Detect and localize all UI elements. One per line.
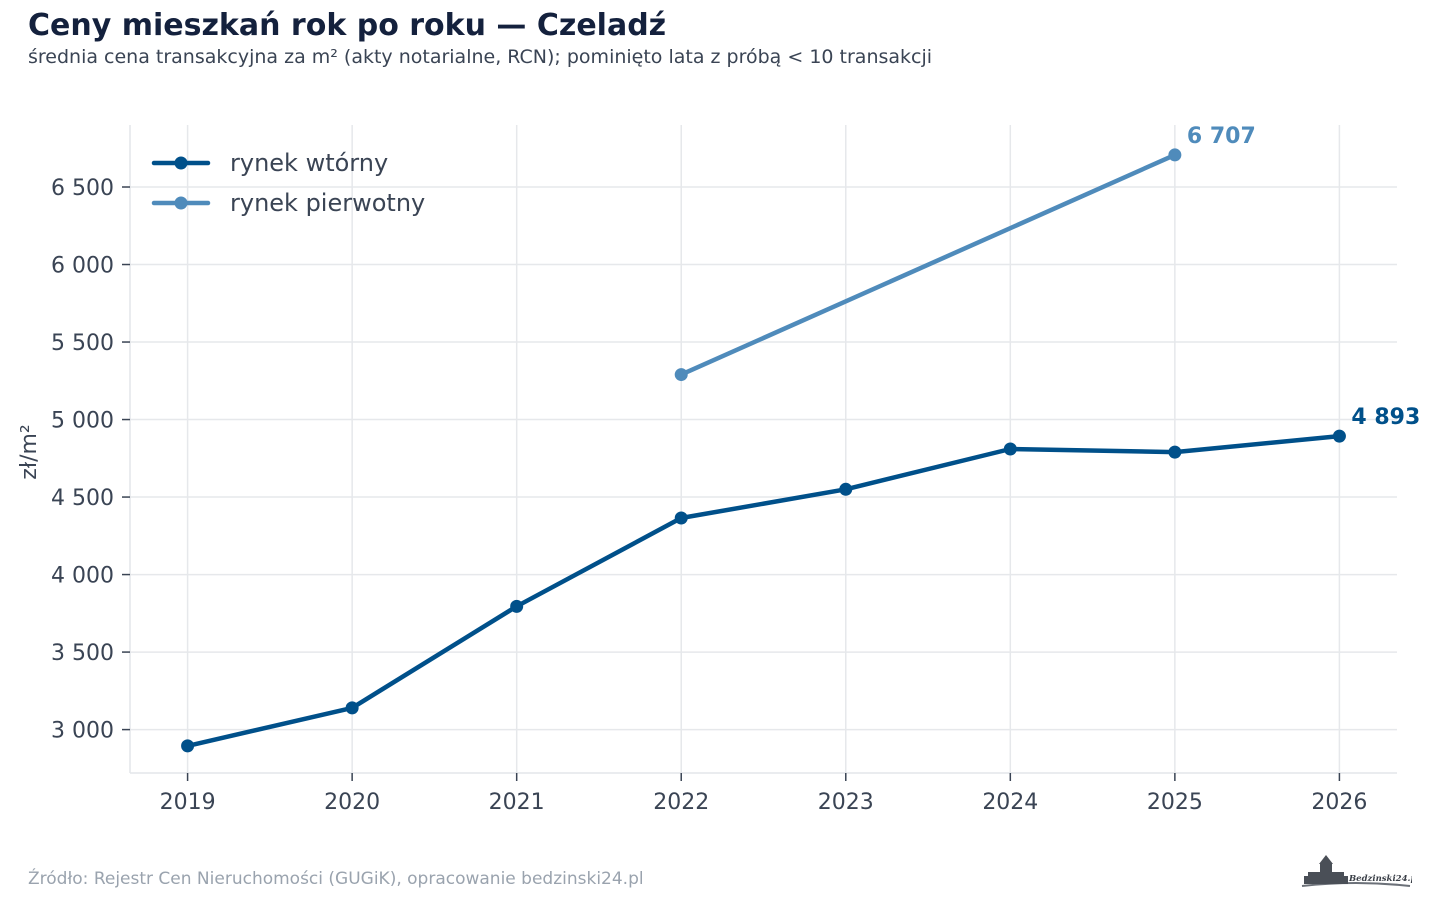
y-tick-label: 3 500: [51, 641, 114, 666]
legend-label: rynek pierwotny: [230, 189, 425, 217]
bedzinski24-logo: Bedzinski24.pl: [1301, 855, 1412, 887]
data-point: [674, 511, 688, 525]
x-tick-label: 2021: [489, 790, 545, 815]
y-tick-label: 5 500: [51, 331, 114, 356]
y-tick-label: 4 000: [51, 564, 114, 589]
series: 4 893 6 707: [181, 124, 1420, 753]
series-line: [678, 152, 1178, 377]
x-tick-label: 2024: [982, 790, 1038, 815]
y-tick-label: 6 000: [51, 254, 114, 279]
data-point: [674, 368, 688, 382]
source-note: Źródło: Rejestr Cen Nieruchomości (GUGiK…: [28, 869, 644, 889]
y-axis-ticks: 3 000 3 500 4 000 4 500 5 000 5 500 6 000 6 500: [51, 176, 130, 744]
grid: [130, 125, 1397, 773]
legend-label: rynek wtórny: [230, 149, 388, 177]
data-point: [1168, 148, 1182, 162]
y-tick-label: 5 000: [51, 409, 114, 434]
data-point: [1168, 445, 1182, 459]
x-tick-label: 2023: [818, 790, 874, 815]
legend-marker: [174, 196, 188, 210]
data-point: [1332, 429, 1346, 443]
x-tick-label: 2020: [324, 790, 380, 815]
data-point: [839, 482, 853, 496]
y-tick-label: 6 500: [51, 176, 114, 201]
y-tick-label: 3 000: [51, 719, 114, 744]
series-rynek-wtorny: 4 893: [181, 405, 1420, 753]
data-point: [181, 739, 195, 753]
legend: rynek wtórny rynek pierwotny: [151, 149, 425, 217]
chart-title: Ceny mieszkań rok po roku — Czeladź: [28, 8, 667, 43]
svg-text:Bedzinski24.pl: Bedzinski24.pl: [1348, 874, 1412, 884]
series-line: [185, 433, 1342, 749]
end-value-label: 6 707: [1187, 124, 1256, 149]
series-rynek-pierwotny: 6 707: [674, 124, 1256, 382]
data-point: [1003, 442, 1017, 456]
x-tick-label: 2022: [653, 790, 709, 815]
x-tick-label: 2026: [1311, 790, 1367, 815]
chart-subtitle: średnia cena transakcyjna za m² (akty no…: [28, 46, 933, 68]
y-tick-label: 4 500: [51, 486, 114, 511]
x-axis-ticks: 2019 2020 2021 2022 2023 2024 2025 2026: [160, 773, 1367, 815]
data-point: [510, 599, 524, 613]
x-tick-label: 2025: [1147, 790, 1203, 815]
end-value-label: 4 893: [1351, 405, 1420, 430]
legend-marker: [174, 156, 188, 170]
data-point: [345, 701, 359, 715]
x-tick-label: 2019: [160, 790, 216, 815]
y-axis-label: zł/m²: [17, 424, 42, 479]
